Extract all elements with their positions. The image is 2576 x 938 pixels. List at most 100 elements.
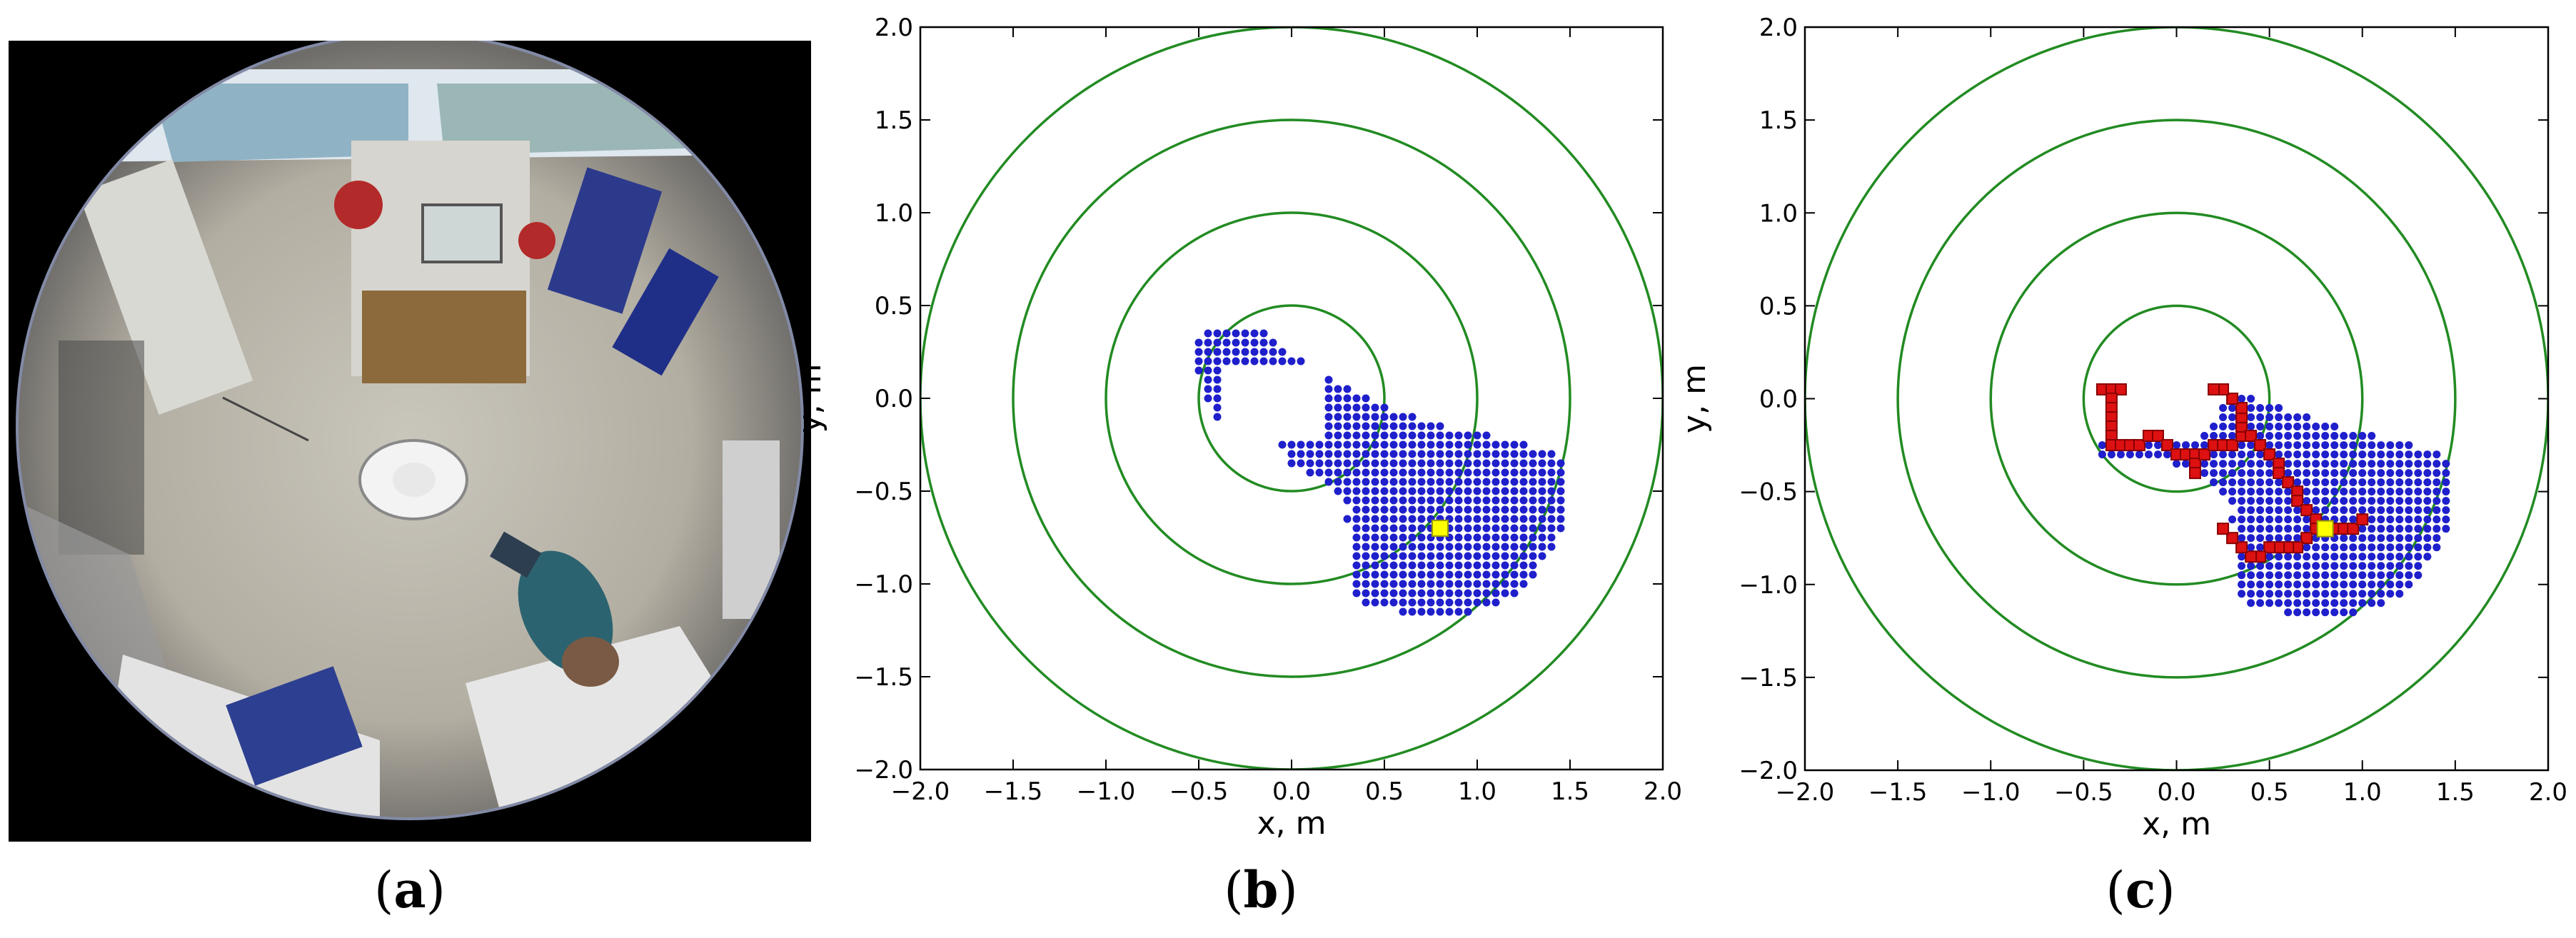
reachable-cell-point <box>2228 515 2237 524</box>
reachable-cell-point <box>1491 533 1500 542</box>
reachable-cell-point <box>1204 385 1212 393</box>
reachable-cell-point <box>2219 469 2228 478</box>
reachable-cell-point <box>1417 580 1426 588</box>
reachable-cell-point <box>1362 589 1370 597</box>
reachable-cell-point <box>1352 524 1361 533</box>
reachable-cell-point <box>2358 525 2367 533</box>
reachable-cell-point <box>1464 468 1472 477</box>
reachable-cell-point <box>1213 375 1222 384</box>
reachable-cell-point <box>1454 552 1463 560</box>
reachable-cell-point <box>2321 571 2330 580</box>
reachable-cell-point <box>2238 553 2246 561</box>
reachable-cell-point <box>1408 505 1417 514</box>
reachable-cell-point <box>1464 533 1472 542</box>
reachable-cell-point <box>2247 497 2255 505</box>
reachable-cell-point <box>2265 404 2274 413</box>
reachable-cell-point <box>1241 357 1249 365</box>
reachable-cell-point <box>2265 525 2274 533</box>
reachable-cell-point <box>2210 469 2218 478</box>
y-tick-label: −1.0 <box>1739 571 1798 600</box>
reachable-cell-point <box>1482 524 1491 533</box>
reachable-cell-point <box>1510 561 1519 570</box>
reachable-cell-point <box>1501 440 1509 449</box>
reachable-cell-point <box>2247 571 2255 580</box>
x-tick-label: −1.5 <box>1868 778 1928 807</box>
reachable-cell-point <box>2377 497 2385 505</box>
reachable-cell-point <box>2405 441 2413 450</box>
reachable-cell-point <box>1380 468 1389 477</box>
reachable-cell-point <box>2405 506 2413 515</box>
reachable-cell-point <box>1408 496 1417 505</box>
reachable-cell-point <box>1417 487 1426 495</box>
reachable-cell-point <box>2395 580 2404 589</box>
reachable-cell-point <box>2284 413 2293 422</box>
reachable-cell-point <box>1556 515 1565 523</box>
reachable-cell-point <box>1380 431 1389 440</box>
reachable-cell-point <box>2312 450 2320 459</box>
reachable-cell-point <box>2275 562 2283 570</box>
reachable-cell-point <box>1352 552 1361 560</box>
reachable-cell-point <box>2442 469 2450 478</box>
reachable-cell-point <box>2265 534 2274 543</box>
reachable-cell-point <box>2330 506 2339 515</box>
reachable-cell-point <box>2238 534 2246 543</box>
reachable-cell-point <box>2303 580 2311 589</box>
reachable-cell-point <box>1408 431 1417 440</box>
reachable-cell-point <box>1436 570 1444 579</box>
reachable-cell-point <box>1436 552 1444 560</box>
reachable-cell-point <box>2358 460 2367 468</box>
reachable-cell-point <box>2405 534 2413 543</box>
reachable-cell-point <box>2284 553 2293 561</box>
reachable-cell-point <box>2303 515 2311 524</box>
reachable-cell-point <box>2265 469 2274 478</box>
x-tick-label: −1.0 <box>1961 778 2021 807</box>
reachable-cell-point <box>1352 543 1361 551</box>
reachable-cell-point <box>2200 460 2209 468</box>
reachable-cell-point <box>1501 543 1509 551</box>
reachable-cell-point <box>1417 468 1426 477</box>
reachable-cell-point <box>1399 524 1407 533</box>
reachable-cell-point <box>1380 413 1389 421</box>
reachable-cell-point <box>2293 571 2302 580</box>
reachable-cell-point <box>2340 562 2348 570</box>
reachable-cell-point <box>2349 608 2358 617</box>
reachable-cell-point <box>2386 562 2395 570</box>
reachable-cell-point <box>1389 440 1398 449</box>
reachable-cell-point <box>2442 478 2450 487</box>
path-cell-marker <box>2133 439 2145 452</box>
x-tick-label: 1.5 <box>2436 778 2475 807</box>
reachable-cell-point <box>1501 552 1509 560</box>
reachable-cell-point <box>1371 515 1379 523</box>
reachable-cell-point <box>2256 580 2265 589</box>
reachable-cell-point <box>1408 515 1417 523</box>
reachable-cell-point <box>2349 580 2358 589</box>
reachable-cell-point <box>1556 459 1565 468</box>
reachable-cell-point <box>2368 432 2376 440</box>
reachable-cell-point <box>1519 580 1528 588</box>
reachable-cell-point <box>2432 543 2441 552</box>
reachable-cell-point <box>1389 524 1398 533</box>
reachable-cell-point <box>2358 562 2367 570</box>
reachable-cell-point <box>2293 423 2302 431</box>
reachable-cell-point <box>2386 488 2395 496</box>
reachable-cell-point <box>1324 375 1333 384</box>
reachable-cell-point <box>1250 329 1259 338</box>
reachable-cell-point <box>2405 488 2413 496</box>
reachable-cell-point <box>2321 423 2330 431</box>
reachable-cell-point <box>1222 329 1231 338</box>
reachable-cell-point <box>2293 460 2302 468</box>
reachable-cell-point <box>1454 561 1463 570</box>
reachable-cell-point <box>1380 561 1389 570</box>
reachable-cell-point <box>1547 487 1556 495</box>
reachable-cell-point <box>2405 525 2413 533</box>
x-tick-label: 1.0 <box>1458 777 1496 806</box>
reachable-cell-point <box>1510 543 1519 551</box>
reachable-cell-point <box>1287 459 1296 468</box>
reachable-cell-point <box>2303 488 2311 496</box>
reachable-cell-point <box>2340 553 2348 561</box>
reachable-cell-point <box>1445 478 1454 486</box>
reachable-cell-point <box>1343 459 1352 468</box>
reachable-cell-point <box>1371 487 1379 495</box>
reachable-cell-point <box>2349 599 2358 607</box>
reachable-cell-point <box>2377 553 2385 561</box>
